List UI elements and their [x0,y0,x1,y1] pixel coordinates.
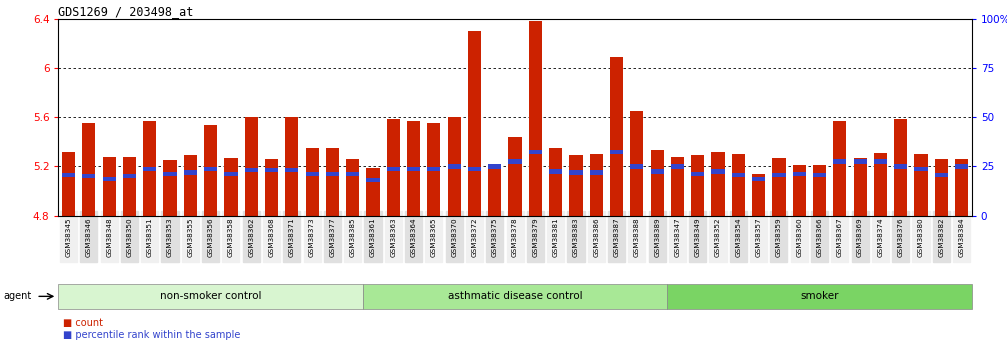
Bar [529,150,542,154]
Bar [183,155,197,216]
Bar [874,153,887,216]
Bar [143,167,156,171]
Bar [204,167,218,171]
Bar [163,160,176,216]
Bar [752,177,765,181]
Bar [488,164,501,169]
Bar [813,165,826,216]
Bar [62,173,76,177]
Bar [123,174,136,178]
Text: smoker: smoker [801,292,839,301]
Bar [265,168,278,172]
Bar [894,119,907,216]
Bar [488,168,501,216]
Bar [346,172,359,176]
Bar [833,121,847,216]
Bar [793,165,806,216]
Bar [772,158,785,216]
Bar [590,154,603,216]
Bar [651,169,664,174]
Bar [691,172,704,176]
Bar [671,164,684,169]
Bar [225,158,238,216]
Bar [752,174,765,216]
Bar [103,177,116,181]
Bar [427,167,440,171]
Bar [569,155,583,216]
Bar [934,159,948,216]
Bar [265,159,278,216]
Bar [549,148,562,216]
Bar [732,173,745,177]
Bar [83,124,96,216]
Bar [934,173,948,177]
Bar [305,172,318,176]
Bar [854,158,867,216]
Text: asthmatic disease control: asthmatic disease control [448,292,582,301]
Bar [894,164,907,169]
Bar [955,164,968,169]
Bar [305,148,318,216]
Bar [914,154,927,216]
Bar [914,167,927,171]
Bar [651,150,664,216]
Bar [427,124,440,216]
Bar [874,159,887,164]
Bar [103,157,116,216]
Bar [793,172,806,176]
Bar [285,117,298,216]
Bar [163,172,176,176]
Bar [630,164,643,169]
Bar [407,167,420,171]
Bar [245,117,258,216]
Bar [447,117,461,216]
Bar [833,159,847,164]
Bar [772,173,785,177]
Bar [326,148,339,216]
Bar [326,172,339,176]
Bar [691,155,704,216]
Bar [387,167,400,171]
Bar [712,169,725,174]
Bar [387,119,400,216]
Bar [854,159,867,164]
Bar [285,168,298,172]
Bar [630,111,643,216]
Bar [732,154,745,216]
Bar [712,152,725,216]
Bar [610,150,623,154]
Bar [346,159,359,216]
Text: ■ percentile rank within the sample: ■ percentile rank within the sample [63,330,241,339]
Bar [83,174,96,178]
Text: agent: agent [3,292,31,301]
Bar [610,57,623,216]
Bar [123,157,136,216]
Bar [62,152,76,216]
Bar [407,121,420,216]
Bar [590,170,603,175]
Bar [367,168,380,216]
Bar [529,21,542,216]
Bar [813,173,826,177]
Bar [569,170,583,175]
Bar [468,167,481,171]
Bar [183,170,197,175]
Bar [245,168,258,172]
Bar [143,121,156,216]
Bar [671,157,684,216]
Bar [468,31,481,216]
Bar [204,125,218,216]
Text: non-smoker control: non-smoker control [160,292,262,301]
Text: ■ count: ■ count [63,318,104,327]
Bar [509,159,522,164]
Text: GDS1269 / 203498_at: GDS1269 / 203498_at [58,5,193,18]
Bar [367,178,380,182]
Bar [509,137,522,216]
Bar [549,169,562,174]
Bar [225,172,238,176]
Bar [955,159,968,216]
Bar [447,164,461,169]
